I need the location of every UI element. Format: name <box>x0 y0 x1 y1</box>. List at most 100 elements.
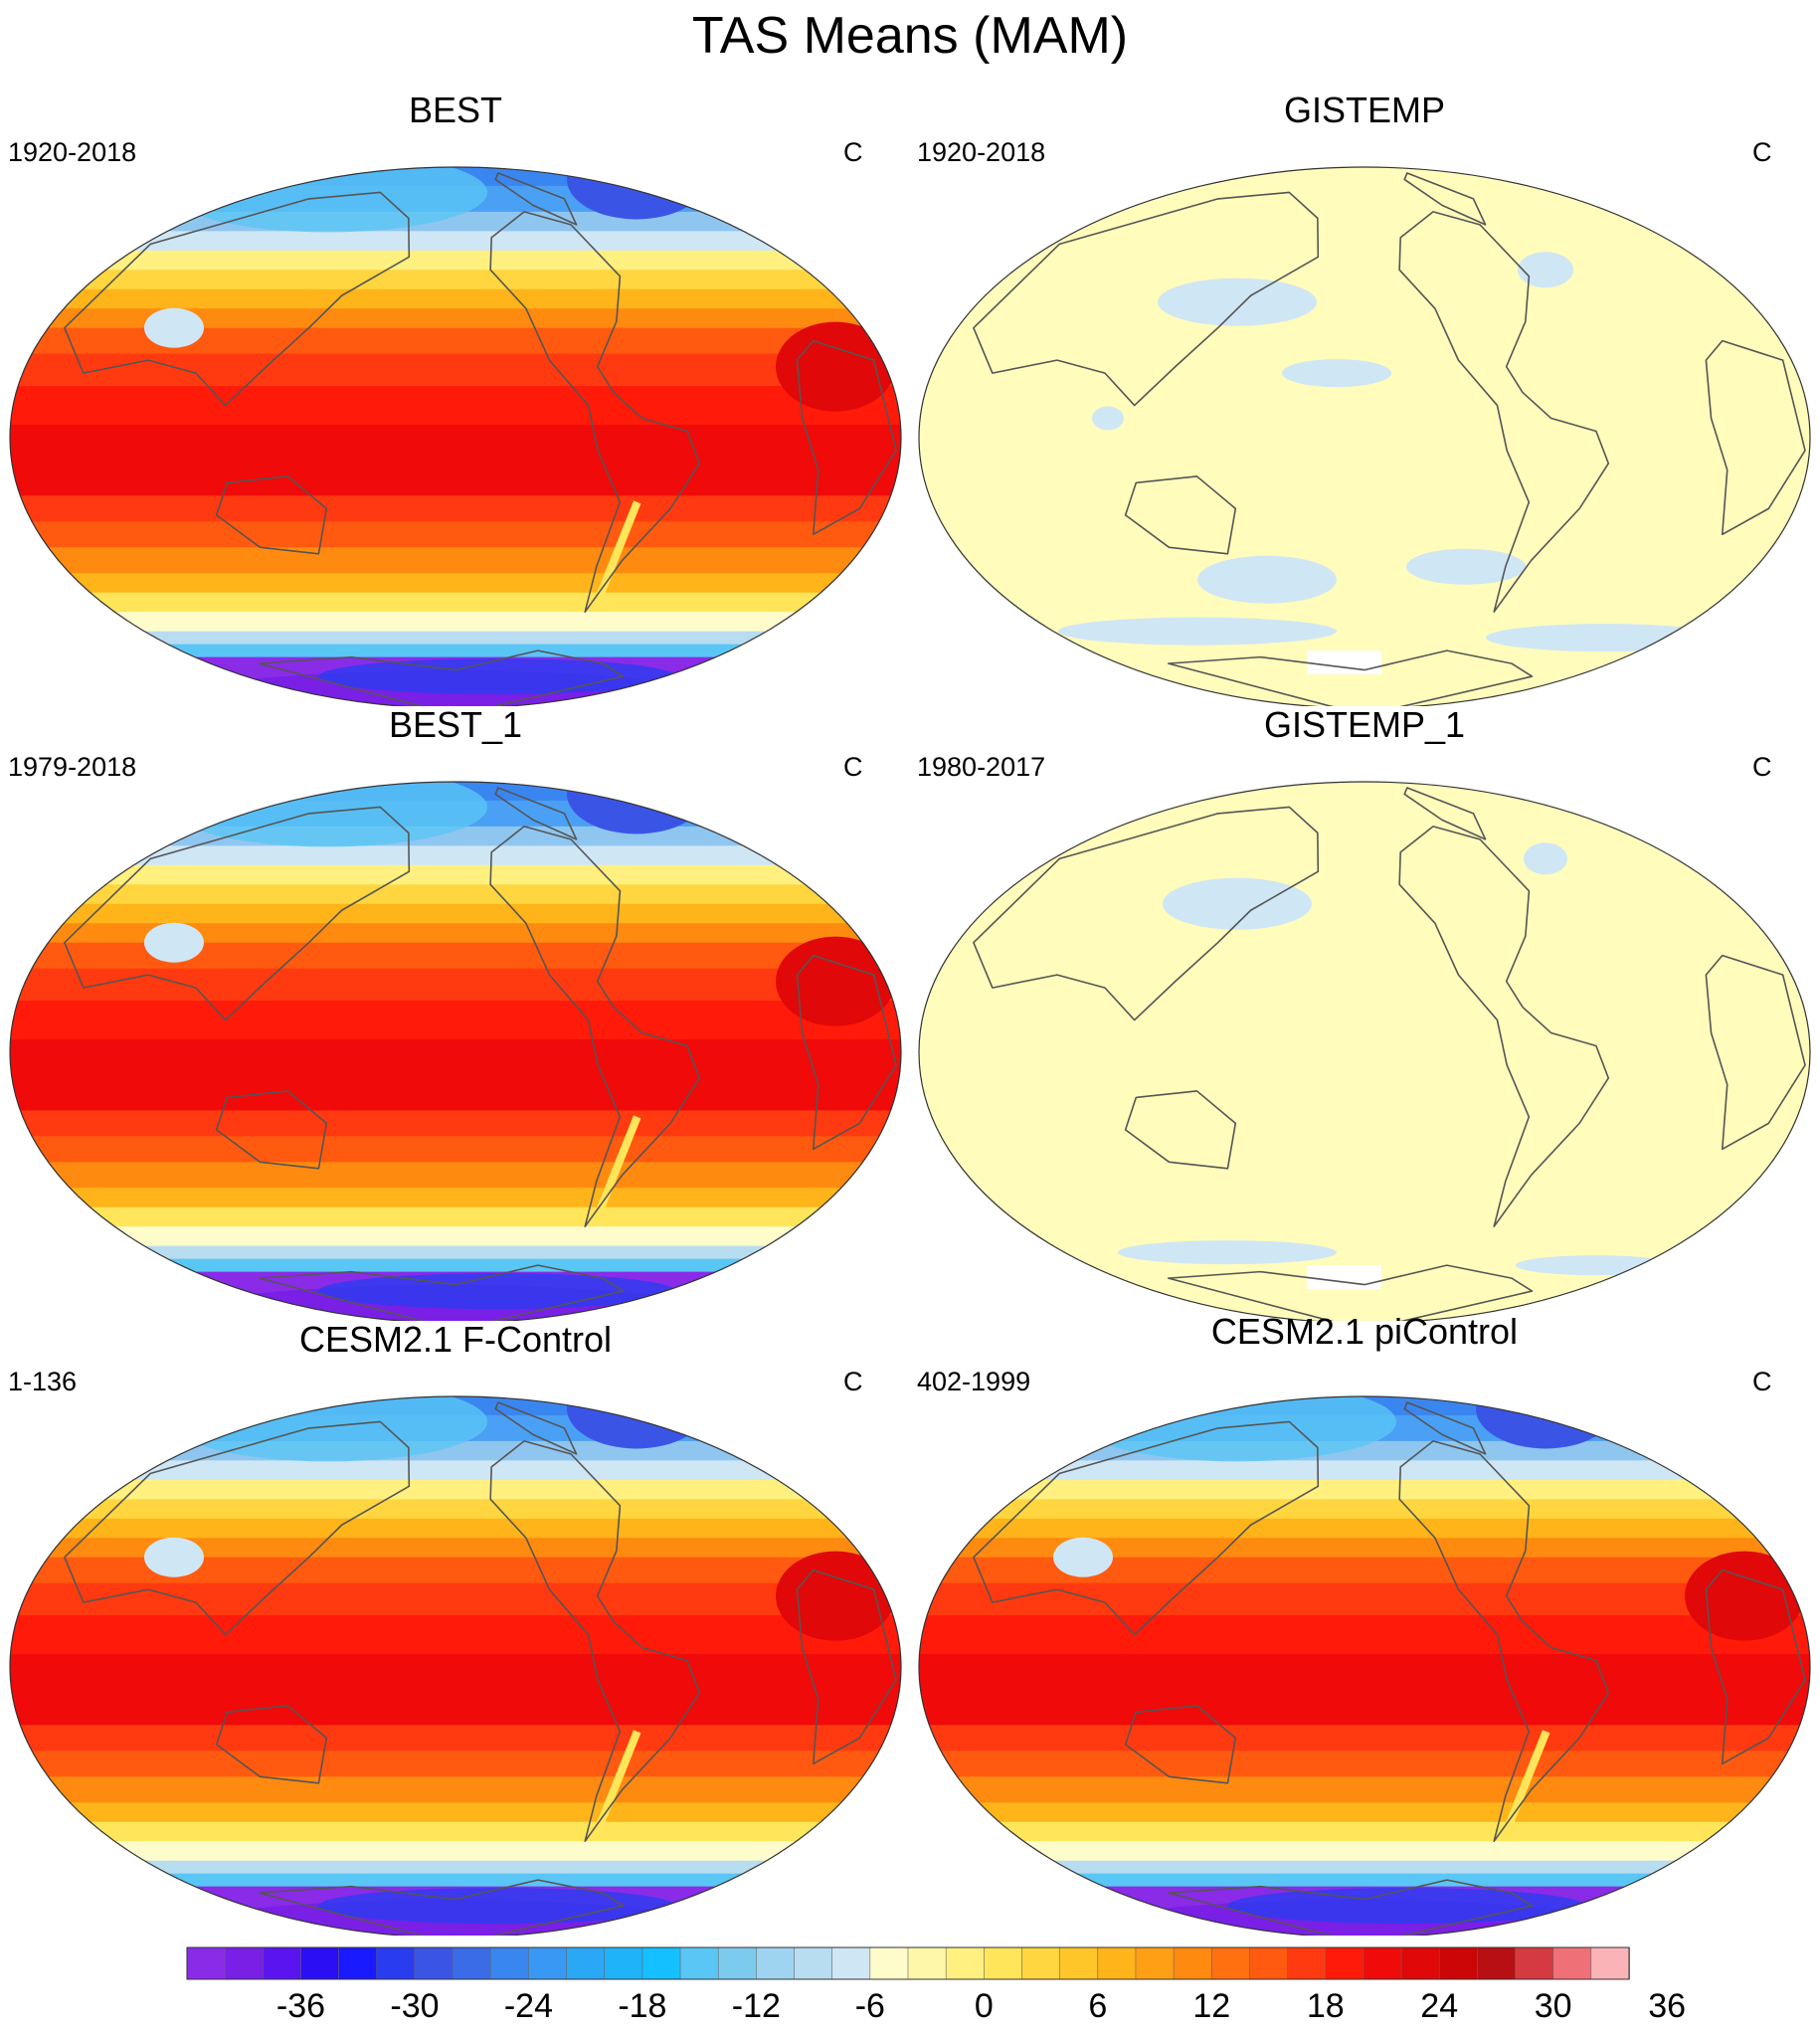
coastline <box>796 1569 897 1765</box>
colorbar-swatch <box>604 1946 643 1980</box>
coastline <box>1167 1879 1534 1936</box>
coastline <box>215 1705 328 1784</box>
panel-units: C <box>1752 1367 1772 1396</box>
colorbar-tick-label: -12 <box>732 1987 781 2025</box>
temperature-band <box>10 1226 901 1247</box>
temperature-band <box>919 1557 1810 1584</box>
missing-data-patch <box>1307 650 1381 675</box>
temperature-band <box>10 1499 901 1520</box>
temperature-band <box>10 942 901 970</box>
coastline <box>258 1264 625 1321</box>
colorbar-tick-label: 6 <box>1088 1987 1107 2025</box>
coastline <box>489 826 701 1228</box>
figure-title: TAS Means (MAM) <box>691 7 1129 65</box>
temperature-band <box>10 631 901 646</box>
temperature-band <box>10 592 901 614</box>
map-field <box>919 782 1810 1321</box>
map-border <box>918 1395 1811 1936</box>
colorbar-swatch <box>1515 1946 1554 1980</box>
coastline <box>973 191 1320 407</box>
coastline <box>489 211 701 614</box>
temperature-band <box>10 1518 901 1540</box>
andes-cool-strip <box>1504 1730 1550 1830</box>
temperature-band <box>919 1499 1810 1520</box>
coastline <box>796 339 897 536</box>
temperature-band <box>10 231 901 252</box>
colorbar-swatch <box>679 1946 720 1980</box>
coastline <box>1124 1705 1237 1784</box>
colorbar-tick-label: -18 <box>618 1987 666 2025</box>
map-field <box>919 1396 1810 1936</box>
temperature-band <box>10 1245 901 1260</box>
temperature-band <box>10 573 901 594</box>
cold-region-tibet <box>144 307 204 348</box>
colorbar-swatch <box>338 1946 378 1980</box>
temperature-band <box>10 1802 901 1823</box>
panel-period: 1980-2017 <box>917 752 1046 782</box>
colorbar-swatch <box>945 1946 986 1980</box>
coastline <box>1124 475 1237 555</box>
coastline <box>1403 787 1487 840</box>
map-border <box>918 166 1811 706</box>
anomaly-patch <box>1158 277 1317 326</box>
colorbar-swatch <box>1438 1946 1479 1980</box>
coastline <box>1403 172 1487 226</box>
temperature-band <box>10 1654 901 1694</box>
anomaly-background <box>919 167 1810 706</box>
temperature-band <box>919 1725 1810 1753</box>
temperature-band <box>10 327 901 355</box>
temperature-band <box>10 923 901 944</box>
coastline <box>1398 826 1610 1228</box>
colorbar-swatch <box>1021 1946 1061 1980</box>
temperature-band <box>10 1460 901 1481</box>
temperature-band <box>919 1802 1810 1823</box>
coastline <box>1398 211 1610 614</box>
temperature-band <box>10 495 901 523</box>
cold-region-siberia <box>1078 1396 1396 1462</box>
temperature-band <box>10 308 901 329</box>
colorbar-swatch <box>717 1946 758 1980</box>
panel-title: BEST <box>408 90 503 130</box>
map-panel-cesm-picontrol: CESM2.1 piControl 402-1999 C <box>909 1311 1820 1936</box>
colorbar-swatch <box>300 1946 340 1980</box>
map-panel-gistemp-1: GISTEMP_1 1980-2017 C <box>909 704 1820 1321</box>
map-border <box>9 1395 902 1936</box>
colorbar-swatch <box>186 1946 226 1980</box>
anomaly-patch <box>1058 617 1337 646</box>
temperature-band <box>919 1873 1810 1888</box>
colorbar-swatch <box>1325 1946 1365 1980</box>
coastline <box>494 172 578 226</box>
colorbar-tick-label: 0 <box>975 1987 994 2025</box>
temperature-band <box>10 1557 901 1584</box>
temperature-band <box>10 644 901 658</box>
temperature-band <box>10 270 901 290</box>
coastline <box>1124 1090 1237 1170</box>
coastline <box>1403 1401 1487 1455</box>
colorbar-tick-label: -24 <box>504 1987 553 2025</box>
temperature-band <box>10 353 901 388</box>
colorbar-swatch <box>1552 1946 1592 1980</box>
robinson-map <box>918 781 1811 1321</box>
robinson-map <box>9 781 902 1321</box>
colorbar-swatch <box>376 1946 416 1980</box>
coastline <box>1705 1569 1806 1765</box>
panel-units: C <box>843 137 863 167</box>
andes-cool-strip <box>595 1730 641 1830</box>
anomaly-patch <box>1163 877 1312 930</box>
colorbar-tick-label: 24 <box>1420 1987 1458 2025</box>
coastline <box>1705 339 1806 536</box>
colorbar-frame <box>186 1946 1630 1980</box>
coastline <box>494 1401 578 1455</box>
colorbar-swatch <box>566 1946 606 1980</box>
temperature-band <box>10 1258 901 1273</box>
temperature-band <box>10 386 901 427</box>
temperature-band <box>10 1582 901 1617</box>
panel-units: C <box>843 752 863 782</box>
coastline <box>1705 954 1806 1151</box>
panel-period: 1920-2018 <box>8 137 137 167</box>
colorbar-swatch <box>1210 1946 1251 1980</box>
colorbar-swatch <box>414 1946 454 1980</box>
temperature-band <box>10 288 901 310</box>
temperature-band <box>10 884 901 905</box>
map-panel-best-1: BEST_1 1979-2018 C <box>0 704 911 1321</box>
